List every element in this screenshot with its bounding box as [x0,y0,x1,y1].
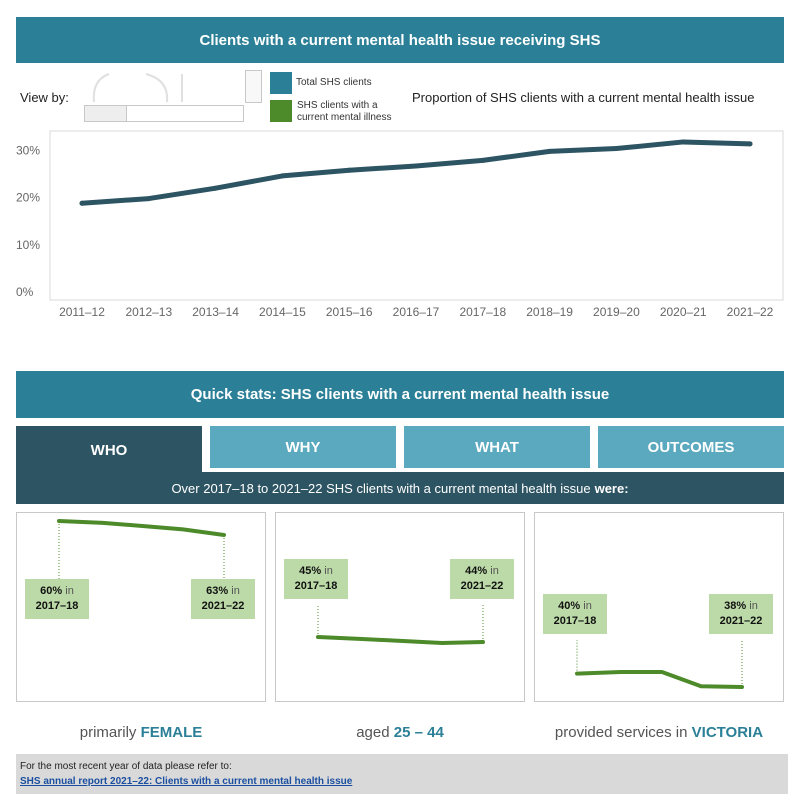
x-tick-label: 2015–16 [326,305,373,319]
view-by-scroll[interactable] [245,70,262,103]
legend-swatch-mental[interactable] [270,100,292,122]
data-point [279,173,285,179]
x-tick-label: 2013–14 [192,305,239,319]
line-chart: 0% 10% 20% 30% 2011–12 2012–13 2013–14 2014–15 2… [16,130,784,319]
who-subtitle: Over 2017–18 to 2021–22 SHS clients with… [16,472,784,504]
callout-start: 45% in 2017–18 [284,559,348,599]
caption-female: primarily FEMALE [79,724,203,741]
callout-start: 40% in 2017–18 [543,594,607,634]
data-point [146,196,152,202]
x-tick-label: 2016–17 [393,305,440,319]
x-tick-label: 2020–21 [660,305,707,319]
sparkline-age [316,605,485,645]
y-tick-label: 30% [16,143,40,157]
x-tick-label: 2019–20 [593,305,640,319]
x-tick-label: 2021–22 [727,305,774,319]
sparkline-female [57,519,226,579]
page-title-text: Clients with a current mental health iss… [199,31,601,49]
sparkline [57,519,226,537]
data-point [747,141,753,147]
data-point [79,200,85,206]
footer: For the most recent year of data please … [16,754,788,794]
data-point [613,146,619,152]
x-tick-label: 2017–18 [459,305,506,319]
y-tick-label: 10% [16,238,40,252]
x-tick-label: 2014–15 [259,305,306,319]
data-point [346,167,352,173]
callout-end: 44% in 2021–22 [450,559,514,599]
sparkline [575,670,744,689]
data-point [213,185,219,191]
tab-what-label: WHAT [475,438,519,456]
x-tick-label: 2012–13 [125,305,172,319]
stat-panel-female: 60% in 2017–18 63% in 2021–22 [16,512,266,702]
stat-panel-age: 45% in 2017–18 44% in 2021–22 [275,512,525,702]
who-subtitle-text: Over 2017–18 to 2021–22 SHS clients with… [171,480,591,496]
legend-label-mental: SHS clients with a current mental illness [297,100,392,123]
x-tick-label: 2018–19 [526,305,573,319]
series-line [79,139,753,206]
legend-label-total: Total SHS clients [296,77,372,88]
sparkline [316,635,485,645]
plot-area [49,130,784,301]
caption-victoria: provided services in VICTORIA [554,724,764,741]
callout-end: 63% in 2021–22 [191,579,255,619]
view-by-control[interactable] [84,70,264,124]
tab-why[interactable]: WHY [210,426,396,468]
tab-outcomes-label: OUTCOMES [647,438,735,456]
data-point [480,157,486,163]
stat-panel-victoria: 40% in 2017–18 38% in 2021–22 [534,512,784,702]
tab-outcomes[interactable]: OUTCOMES [598,426,784,468]
tab-why-label: WHY [285,438,321,456]
callout-end: 38% in 2021–22 [709,594,773,634]
page-title: Clients with a current mental health iss… [16,17,784,63]
tab-who-label: WHO [90,441,128,459]
sparkline-victoria [575,640,744,689]
caption-age: aged 25 – 44 [356,724,444,741]
view-by-label: View by: [20,90,69,105]
report-link[interactable]: SHS annual report 2021–22: Clients with … [20,776,353,787]
data-point [680,139,686,145]
data-point [547,148,553,154]
footer-text: For the most recent year of data please … [20,761,232,772]
quick-stats-title: Quick stats: SHS clients with a current … [16,371,784,418]
quick-stats-title-text: Quick stats: SHS clients with a current … [190,386,610,403]
chart-subtitle: Proportion of SHS clients with a current… [412,90,755,105]
y-tick-label: 20% [16,191,40,205]
x-tick-label: 2011–12 [59,305,105,319]
tab-what[interactable]: WHAT [404,426,590,468]
tab-who[interactable]: WHO [16,426,202,474]
callout-start: 60% in 2017–18 [25,579,89,619]
data-point [413,163,419,169]
who-subtitle-bold: were: [594,480,629,496]
legend-swatch-total[interactable] [270,72,292,94]
y-tick-label: 0% [16,285,34,299]
